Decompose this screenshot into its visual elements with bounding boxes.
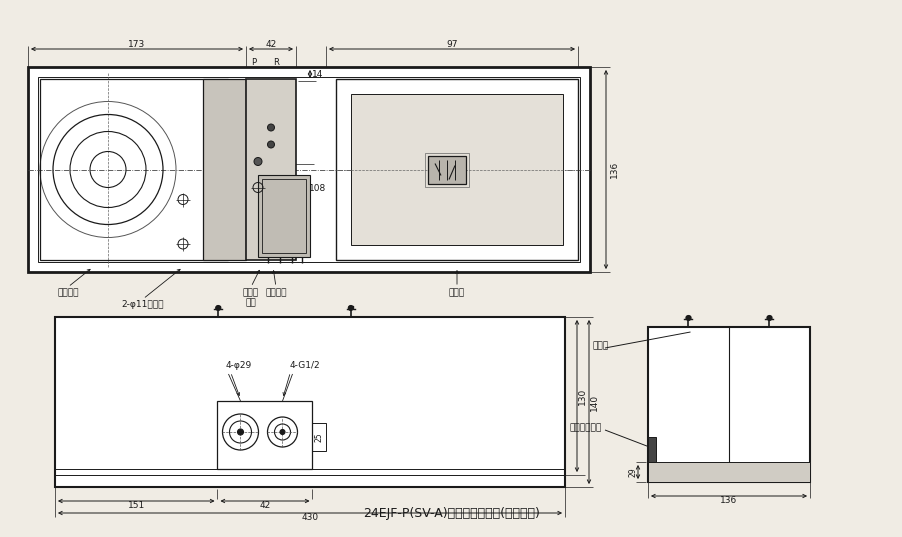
Bar (425, 153, 468, 186)
Bar (262, 178, 306, 253)
Bar (336, 79, 577, 260)
Bar (40, 79, 227, 260)
Bar (258, 175, 309, 257)
Text: 97: 97 (446, 40, 457, 48)
Circle shape (237, 429, 244, 435)
Text: 行程开关: 行程开关 (265, 288, 287, 297)
Text: 14: 14 (312, 69, 323, 78)
Text: 430: 430 (301, 513, 318, 523)
Circle shape (686, 316, 690, 321)
Text: 防护罩: 防护罩 (593, 342, 609, 351)
Text: 140: 140 (589, 394, 598, 411)
Text: 电源线出线孔: 电源线出线孔 (569, 424, 602, 432)
Bar (648, 327, 809, 482)
Text: 29: 29 (628, 467, 637, 477)
Text: 173: 173 (128, 40, 145, 48)
Circle shape (280, 430, 285, 434)
Bar (428, 156, 465, 184)
Circle shape (216, 306, 220, 310)
Circle shape (348, 306, 353, 310)
Bar (28, 67, 589, 272)
Text: 136: 136 (720, 497, 737, 505)
Text: A: A (223, 461, 228, 469)
Bar (648, 462, 809, 482)
Circle shape (766, 316, 771, 321)
Text: 130: 130 (577, 387, 586, 404)
Text: 换向阀
部件: 换向阀 部件 (243, 288, 259, 307)
Bar (648, 437, 655, 462)
Text: R: R (272, 57, 279, 67)
Bar (217, 401, 312, 469)
Text: 42: 42 (265, 40, 276, 48)
Text: B: B (269, 461, 274, 469)
Bar (55, 317, 565, 487)
Bar (245, 79, 296, 260)
Text: 24EJF-P(SV-A)二位四通换向阀(带变压器): 24EJF-P(SV-A)二位四通换向阀(带变压器) (364, 506, 539, 519)
Text: 直流电机: 直流电机 (57, 288, 78, 297)
Text: 2-φ11安装孔: 2-φ11安装孔 (122, 300, 164, 309)
Text: 136: 136 (609, 161, 618, 178)
Text: 电源盒: 电源盒 (448, 288, 465, 297)
Text: 4-φ29: 4-φ29 (226, 360, 252, 369)
Circle shape (253, 157, 262, 165)
Text: 4-G1/2: 4-G1/2 (289, 360, 319, 369)
Bar (351, 94, 562, 245)
Circle shape (267, 141, 274, 148)
Text: P: P (251, 57, 256, 67)
Text: 42: 42 (259, 502, 271, 511)
Bar (312, 423, 327, 451)
Circle shape (267, 124, 274, 131)
Bar (203, 79, 245, 260)
Text: 151: 151 (127, 502, 144, 511)
Bar (38, 77, 579, 262)
Text: 108: 108 (309, 184, 327, 193)
Text: 25: 25 (315, 432, 324, 442)
